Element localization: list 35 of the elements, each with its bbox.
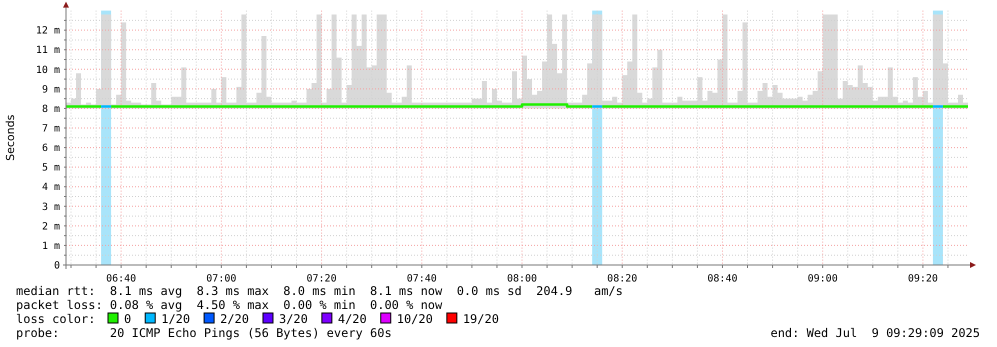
y-tick-label: 2 m — [42, 221, 60, 232]
text: end: Wed Jul 9 09:29:09 2025 — [770, 326, 980, 340]
x-tick-label: 07:20 — [306, 274, 337, 284]
x-tick-label: 07:40 — [406, 274, 437, 284]
y-axis-title: Seconds — [4, 114, 17, 161]
legend-label: 19/20 — [462, 312, 499, 326]
legend-label: 10/20 — [396, 312, 433, 326]
legend-label: 3/20 — [278, 312, 308, 326]
x-tick-label: 08:00 — [506, 274, 538, 284]
y-tick-label: 7 m — [42, 124, 60, 135]
y-tick-label: 10 m — [36, 64, 60, 76]
legend-title: loss color: — [16, 312, 96, 326]
text: packet loss: 0.08 % avg 4.50 % max 0.00 % min 0.00 % now — [16, 298, 444, 312]
legend-label: 4/20 — [338, 312, 367, 326]
legend-label: 0 — [124, 312, 132, 326]
y-tick-label: 11 m — [36, 45, 60, 56]
y-tick-label: 3 m — [42, 202, 60, 213]
x-tick-label: 07:00 — [206, 274, 236, 284]
x-tick-label: 09:20 — [908, 274, 938, 284]
legend-label: 1/20 — [161, 312, 190, 326]
y-tick-label: 5 m — [42, 162, 60, 174]
y-tick-label: 1 m — [42, 240, 60, 252]
y-tick-label: 6 m — [42, 143, 60, 154]
x-tick-label: 06:40 — [106, 274, 136, 284]
y-tick-label: 12 m — [36, 26, 60, 37]
y-tick-label: 4 m — [42, 182, 60, 194]
y-tick-label: 0 — [54, 260, 60, 272]
legend-label: 2/20 — [220, 312, 250, 326]
y-tick-label: 8 m — [42, 104, 60, 115]
y-tick-label: 9 m — [42, 84, 60, 96]
x-tick-label: 09:00 — [808, 274, 838, 284]
x-tick-label: 08:40 — [707, 274, 738, 284]
text: median rtt: 8.1 ms avg 8.3 ms max 8.0 ms min 8.1 ms now 0.0 ms sd 204.9 am/s — [16, 284, 623, 298]
x-tick-label: 08:20 — [607, 274, 638, 284]
text: probe: 20 ICMP Echo Pings (56 Bytes) every 60s — [16, 326, 392, 340]
